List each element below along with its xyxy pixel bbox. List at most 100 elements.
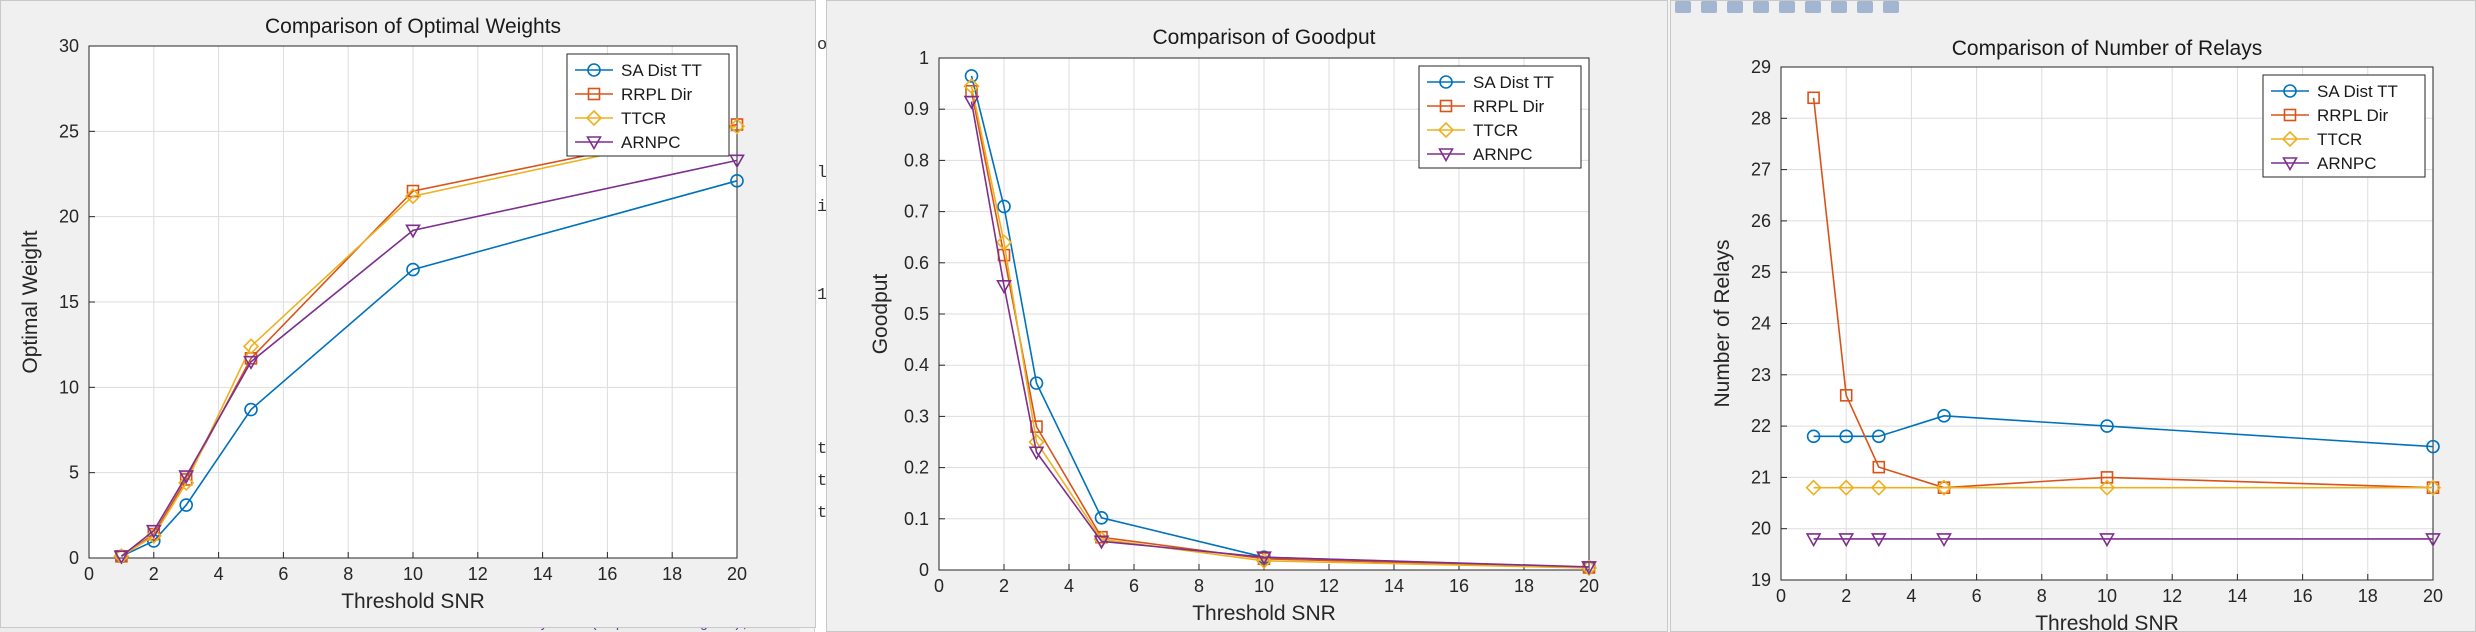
legend-marker-rrpl-dir: [587, 87, 601, 101]
x-tick-label: 6: [1972, 586, 1982, 606]
x-tick-label: 18: [2358, 586, 2378, 606]
figure-goodput[interactable]: 0 2 4 6 8 10 12 14 16 18 20 0 0.1 0.2 0.3 0.4 0.5 0.6 0.7 0…: [826, 0, 1668, 632]
legend: SA Dist TT RRPL Dir TTCR ARNPC: [2262, 74, 2426, 178]
legend-marker-ttcr: [585, 109, 603, 127]
legend-box: [1418, 65, 1582, 169]
data-point-sa-dist-tt: [730, 174, 744, 188]
data-point-sa-dist-tt: [1839, 429, 1853, 444]
chart-title: Comparison of Goodput: [1153, 26, 1376, 49]
data-point-sa-dist-tt: [1872, 429, 1886, 444]
y-tick-label: 0.4: [904, 355, 929, 375]
data-point-rrpl-dir: [2100, 471, 2114, 484]
data-point-arnpc: [405, 224, 421, 239]
y-axis-label: Goodput: [869, 274, 892, 355]
data-point-rrpl-dir: [179, 473, 193, 486]
x-tick-label: 12: [468, 564, 488, 584]
series-ttcr: [1805, 479, 2442, 496]
x-tick-label: 2: [149, 564, 159, 584]
figure-toolbar: [1675, 1, 1899, 15]
y-tick-label: 0.5: [904, 304, 929, 324]
legend-label-ttcr: TTCR: [621, 109, 666, 128]
insert-legend-icon[interactable]: [1831, 1, 1847, 13]
figure-optimal-weights[interactable]: 0 2 4 6 8 10 12 14 16 18 20 0 5 10 15 20 25 30 Comparison …: [0, 0, 816, 628]
chart-title: Comparison of Optimal Weights: [265, 15, 561, 38]
chart-svg: 0 2 4 6 8 10 12 14 16 18 20 0 5 10 15 20 25 30 Comparison …: [19, 15, 747, 613]
pointer-icon[interactable]: [1857, 1, 1873, 13]
property-inspector-icon[interactable]: [1883, 1, 1899, 13]
legend-label-ttcr: TTCR: [1473, 121, 1518, 140]
data-point-arnpc: [1838, 533, 1855, 548]
series-line-rrpl-dir: [1812, 97, 2434, 489]
data-point-arnpc: [1870, 533, 1887, 548]
save-icon[interactable]: [1727, 1, 1743, 13]
figure-number-of-relays[interactable]: 0 2 4 6 8 10 12 14 16 18 20 19 20 21 22 23 24 25 26 27 28 29 C…: [1670, 0, 2476, 632]
data-point-arnpc: [2099, 533, 2115, 548]
x-tick-label: 18: [662, 564, 682, 584]
data-point-ttcr: [1838, 479, 1855, 496]
data-point-arnpc: [1581, 561, 1597, 576]
data-point-ttcr: [2098, 479, 2116, 496]
legend-marker-arnpc: [2282, 157, 2298, 172]
x-tick-label: 12: [2162, 586, 2182, 606]
y-tick-label: 0.6: [904, 253, 929, 273]
legend-marker-ttcr: [2281, 130, 2299, 148]
legend-label-sa-dist-tt: SA Dist TT: [1473, 73, 1554, 92]
data-point-ttcr: [404, 188, 422, 205]
x-tick-label: 4: [1064, 576, 1074, 596]
data-point-ttcr: [1870, 479, 1887, 496]
new-figure-icon[interactable]: [1675, 1, 1691, 13]
legend-marker-sa-dist-tt: [2283, 84, 2297, 98]
legend-label-rrpl-dir: RRPL Dir: [1473, 97, 1544, 116]
legend-box: [566, 53, 730, 157]
data-point-ttcr: [995, 234, 1013, 251]
y-tick-label: 0.7: [904, 202, 929, 222]
print-icon[interactable]: [1753, 1, 1769, 13]
y-tick-label: 0.8: [904, 150, 929, 170]
x-axis-label: Threshold SNR: [1192, 602, 1336, 625]
data-point-arnpc: [1256, 551, 1272, 566]
x-tick-label: 14: [1384, 576, 1404, 596]
insert-colorbar-icon[interactable]: [1805, 1, 1821, 13]
series-line-arnpc: [120, 159, 738, 557]
data-point-ttcr: [242, 338, 260, 355]
data-point-sa-dist-tt: [964, 69, 979, 83]
y-tick-label: 27: [1751, 160, 1771, 180]
data-point-sa-dist-tt: [244, 402, 258, 417]
x-tick-label: 10: [403, 564, 423, 584]
data-point-sa-dist-tt: [997, 199, 1011, 214]
legend-label-arnpc: ARNPC: [1473, 145, 1533, 164]
legend-marker-arnpc: [1438, 148, 1454, 163]
y-tick-label: 23: [1751, 365, 1771, 385]
y-tick-label: 0.1: [904, 509, 929, 529]
x-tick-label: 8: [343, 564, 353, 584]
data-point-sa-dist-tt: [406, 262, 420, 277]
data-point-ttcr: [1935, 479, 1953, 496]
x-tick-label: 2: [1841, 586, 1851, 606]
x-tick-label: 16: [597, 564, 617, 584]
y-axis-label: Optimal Weight: [19, 230, 42, 373]
x-tick-label: 16: [2293, 586, 2313, 606]
legend-marker-sa-dist-tt: [587, 63, 601, 77]
data-point-sa-dist-tt: [1029, 376, 1044, 390]
series-arnpc: [963, 95, 1597, 576]
x-tick-label: 10: [1254, 576, 1274, 596]
y-tick-label: 24: [1751, 314, 1771, 334]
data-point-ttcr: [728, 118, 746, 135]
data-point-sa-dist-tt: [2100, 419, 2114, 433]
y-tick-label: 28: [1751, 108, 1771, 128]
data-point-sa-dist-tt: [179, 498, 193, 512]
x-tick-label: 0: [1776, 586, 1786, 606]
link-icon[interactable]: [1779, 1, 1795, 13]
data-point-arnpc: [1805, 533, 1822, 548]
legend-marker-ttcr: [1437, 121, 1455, 139]
legend-label-sa-dist-tt: SA Dist TT: [2317, 82, 2398, 101]
open-file-icon[interactable]: [1701, 1, 1717, 13]
y-tick-label: 1: [919, 48, 929, 68]
y-tick-label: 0.9: [904, 99, 929, 119]
data-point-arnpc: [1093, 535, 1110, 550]
x-axis-label: Threshold SNR: [2035, 612, 2179, 632]
series-arnpc: [113, 154, 745, 565]
x-tick-label: 2: [999, 576, 1009, 596]
x-tick-label: 4: [1906, 586, 1916, 606]
y-tick-label: 29: [1751, 57, 1771, 77]
